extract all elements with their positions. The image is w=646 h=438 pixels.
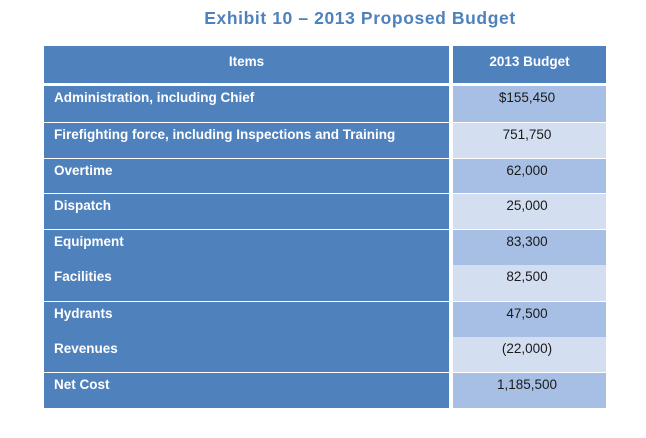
item-cell: Revenues — [44, 336, 453, 373]
table-row: Dispatch 25,000 — [44, 193, 606, 230]
item-cell: Facilities — [44, 264, 453, 301]
budget-table-container: Items 2013 Budget Administration, includ… — [44, 46, 606, 409]
item-cell: Overtime — [44, 157, 453, 194]
item-cell: Administration, including Chief — [44, 86, 453, 122]
budget-cell: 1,185,500 — [453, 372, 606, 409]
item-cell: Firefighting force, including Inspection… — [44, 121, 453, 158]
item-cell: Equipment — [44, 229, 453, 265]
table-header-row: Items 2013 Budget — [44, 46, 606, 86]
table-row: Overtime 62,000 — [44, 157, 606, 194]
table-row: Revenues (22,000) — [44, 336, 606, 373]
table-row: Hydrants 47,500 — [44, 300, 606, 337]
table-row: Net Cost 1,185,500 — [44, 372, 606, 409]
table-row: Administration, including Chief $155,450 — [44, 86, 606, 122]
budget-cell: 751,750 — [453, 121, 606, 158]
column-header-items: Items — [44, 46, 453, 86]
table-row: Firefighting force, including Inspection… — [44, 121, 606, 158]
budget-cell: 82,500 — [453, 264, 606, 301]
budget-cell: 25,000 — [453, 193, 606, 230]
budget-table: Items 2013 Budget Administration, includ… — [44, 46, 606, 409]
page-title: Exhibit 10 – 2013 Proposed Budget — [204, 8, 516, 28]
budget-cell: (22,000) — [453, 336, 606, 373]
budget-cell: 47,500 — [453, 300, 606, 337]
column-header-budget: 2013 Budget — [453, 46, 606, 86]
budget-cell: 62,000 — [453, 157, 606, 194]
item-cell: Hydrants — [44, 300, 453, 337]
table-row: Facilities 82,500 — [44, 264, 606, 301]
item-cell: Net Cost — [44, 372, 453, 409]
budget-cell: 83,300 — [453, 229, 606, 265]
item-cell: Dispatch — [44, 193, 453, 230]
budget-cell: $155,450 — [453, 86, 606, 122]
table-row: Equipment 83,300 — [44, 229, 606, 265]
